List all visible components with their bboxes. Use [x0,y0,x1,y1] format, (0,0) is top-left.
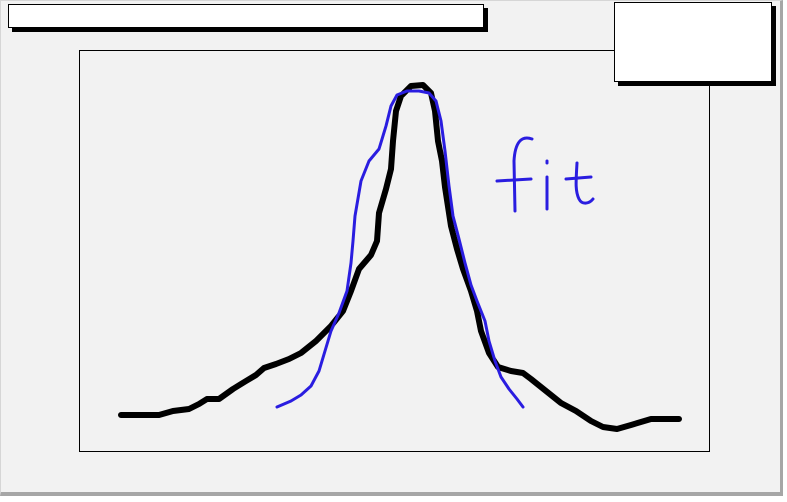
plot-frame [79,50,710,452]
side-panel [614,2,772,82]
fit-curve [275,89,525,409]
data-curve [118,82,682,432]
fit-annotation-handwriting [495,136,595,213]
title-input-field[interactable] [8,4,484,28]
